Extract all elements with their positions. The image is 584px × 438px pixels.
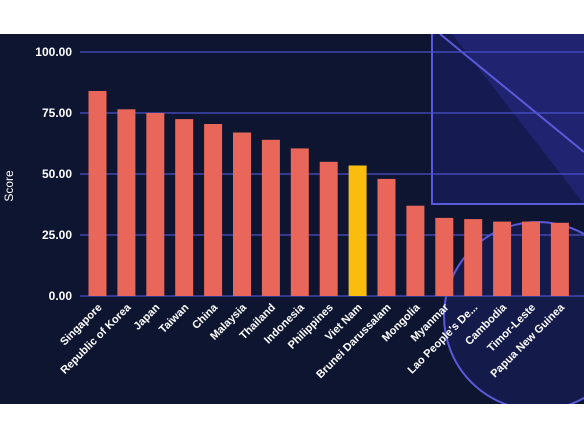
bar-myanmar <box>435 217 454 296</box>
bar-lao-people-s-de <box>464 219 483 296</box>
bar-papua-new-guinea <box>550 222 569 296</box>
decor-diagonal-line <box>439 34 584 153</box>
bar-japan <box>146 113 165 296</box>
bar-timor-leste <box>522 221 540 296</box>
bar-taiwan <box>175 119 194 296</box>
chart-panel: 0.00 25.00 50.00 75.00 100.00 Score Singapor… <box>0 34 584 404</box>
y-tick-label: 50.00 <box>42 167 72 181</box>
y-tick-label: 25.00 <box>42 228 72 242</box>
y-tick-label: 0.00 <box>49 289 73 303</box>
y-tick-label: 75.00 <box>42 106 72 120</box>
bar-singapore <box>88 91 107 296</box>
decor-triangle-outline <box>431 34 584 205</box>
y-tick-label: 100.00 <box>35 45 72 59</box>
bar-philippines <box>319 161 338 296</box>
bar-brunei-darussalam <box>377 178 396 296</box>
bar-malaysia <box>233 132 251 296</box>
bar-indonesia <box>290 148 309 296</box>
bar-china <box>204 124 223 296</box>
bar-republic-of-korea <box>117 109 136 296</box>
decor-triangle-shade <box>452 34 584 204</box>
x-category-label: Taiwan <box>157 301 191 335</box>
y-axis-title: Score <box>2 170 16 202</box>
bar-cambodia <box>493 221 512 296</box>
decorative-shapes <box>431 34 584 404</box>
bar-viet-nam <box>348 165 367 296</box>
score-bar-chart: 0.00 25.00 50.00 75.00 100.00 Score Singapor… <box>2 34 584 404</box>
bar-mongolia <box>406 205 425 296</box>
bars <box>88 91 569 296</box>
bar-thailand <box>261 139 280 296</box>
y-axis: 0.00 25.00 50.00 75.00 100.00 <box>35 45 72 303</box>
